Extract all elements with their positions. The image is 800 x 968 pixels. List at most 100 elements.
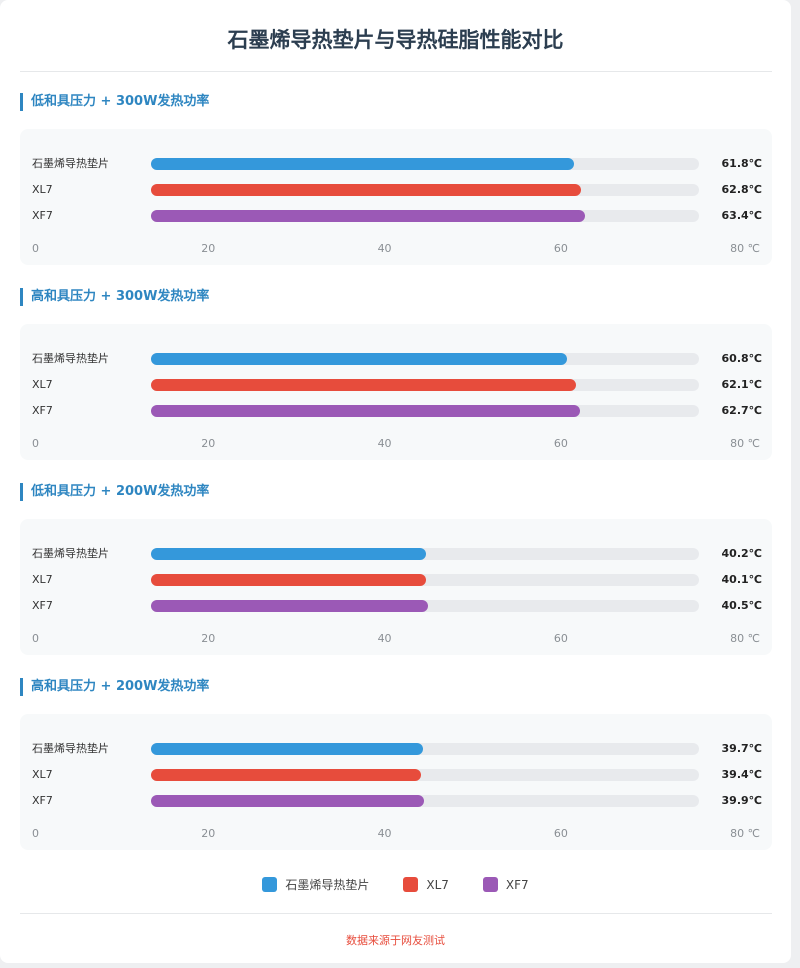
page-title: 石墨烯导热垫片与导热硅脂性能对比: [227, 28, 564, 52]
value-label: 62.1℃: [721, 378, 762, 391]
x-axis: 0 20 40 60 80 ℃: [32, 632, 760, 645]
bar-label: XF7: [32, 404, 53, 417]
tick-label: 60: [553, 827, 568, 840]
tick-label: 20: [201, 632, 216, 645]
divider: [20, 913, 772, 914]
section-title: 低和具压力 + 300W发热功率: [20, 93, 209, 111]
legend-swatch: [403, 877, 419, 892]
tick-label: 60: [553, 242, 568, 255]
tick-label: 20: [201, 437, 216, 450]
bar-track: [151, 548, 699, 560]
legend-swatch: [482, 877, 498, 892]
bar-row: 石墨烯导热垫片 60.8℃: [32, 352, 762, 366]
bar-row: XL7 62.8℃: [32, 183, 762, 197]
chart-panel: 石墨烯导热垫片 39.7℃ XL7 39.4℃ XF7 39.9℃ 0 20 40 6…: [20, 714, 772, 850]
legend-item: XL7: [403, 876, 449, 893]
legend-label: 石墨烯导热垫片: [285, 878, 370, 892]
tick-label: 20: [201, 242, 216, 255]
tick-label: 20: [201, 827, 216, 840]
bar-track: [151, 769, 699, 781]
bar-label: XL7: [32, 573, 53, 586]
footer-note: 数据来源于网友测试: [346, 934, 445, 947]
bar-row: XL7 40.1℃: [32, 573, 762, 587]
bar: [151, 158, 575, 170]
bar-label: XL7: [32, 183, 53, 196]
bar-row: XF7 62.7℃: [32, 404, 762, 418]
bar-track: [151, 574, 699, 586]
bar-label: XF7: [32, 794, 53, 807]
value-label: 39.4℃: [721, 768, 762, 781]
section-title: 低和具压力 + 200W发热功率: [20, 483, 209, 501]
bar-track: [151, 158, 699, 170]
bar-row: XF7 63.4℃: [32, 209, 762, 223]
bar: [151, 574, 426, 586]
bar-row: XL7 62.1℃: [32, 378, 762, 392]
bar-track: [151, 743, 699, 755]
value-label: 60.8℃: [721, 352, 762, 365]
bar-label: 石墨烯导热垫片: [32, 352, 109, 365]
chart-panel: 石墨烯导热垫片 40.2℃ XL7 40.1℃ XF7 40.5℃ 0 20 40 6…: [20, 519, 772, 655]
value-label: 62.7℃: [721, 404, 762, 417]
bar: [151, 184, 582, 196]
section-title: 高和具压力 + 200W发热功率: [20, 678, 209, 696]
bar-row: XF7 40.5℃: [32, 599, 762, 613]
bar: [151, 743, 423, 755]
tick-label: 0: [32, 632, 39, 645]
tick-label: 60: [553, 437, 568, 450]
bar: [151, 379, 577, 391]
bar-track: [151, 353, 699, 365]
bar-track: [151, 379, 699, 391]
value-label: 61.8℃: [721, 157, 762, 170]
bar: [151, 353, 568, 365]
bar-row: 石墨烯导热垫片 61.8℃: [32, 157, 762, 171]
bar-row: XF7 39.9℃: [32, 794, 762, 808]
bar-row: 石墨烯导热垫片 39.7℃: [32, 742, 762, 756]
bar: [151, 795, 425, 807]
tick-label: 40: [377, 827, 392, 840]
value-label: 40.1℃: [721, 573, 762, 586]
legend: 石墨烯导热垫片 XL7 XF7: [0, 876, 791, 893]
bar: [151, 210, 586, 222]
tick-label: 0: [32, 827, 39, 840]
bar-label: XL7: [32, 768, 53, 781]
bar-track: [151, 600, 699, 612]
x-axis: 0 20 40 60 80 ℃: [32, 827, 760, 840]
legend-label: XL7: [426, 877, 449, 892]
tick-label: 0: [32, 437, 39, 450]
tick-label: 80 ℃: [730, 632, 760, 645]
legend-item: 石墨烯导热垫片: [262, 876, 369, 893]
bar-track: [151, 184, 699, 196]
bar: [151, 405, 581, 417]
tick-label: 0: [32, 242, 39, 255]
x-axis: 0 20 40 60 80 ℃: [32, 242, 760, 255]
value-label: 39.9℃: [721, 794, 762, 807]
bar: [151, 548, 427, 560]
bar-label: 石墨烯导热垫片: [32, 547, 109, 560]
legend-swatch: [262, 877, 278, 892]
tick-label: 80 ℃: [730, 437, 760, 450]
bar-track: [151, 405, 699, 417]
bar-label: XF7: [32, 209, 53, 222]
bar-label: 石墨烯导热垫片: [32, 157, 109, 170]
legend-item: XF7: [482, 876, 529, 893]
bar-row: XL7 39.4℃: [32, 768, 762, 782]
bar-label: XL7: [32, 378, 53, 391]
bar: [151, 769, 421, 781]
bar: [151, 600, 429, 612]
legend-label: XF7: [505, 877, 529, 892]
x-axis: 0 20 40 60 80 ℃: [32, 437, 760, 450]
tick-label: 60: [553, 632, 568, 645]
value-label: 40.5℃: [721, 599, 762, 612]
bar-row: 石墨烯导热垫片 40.2℃: [32, 547, 762, 561]
tick-label: 80 ℃: [730, 242, 760, 255]
value-label: 39.7℃: [721, 742, 762, 755]
chart-panel: 石墨烯导热垫片 60.8℃ XL7 62.1℃ XF7 62.7℃ 0 20 40 6…: [20, 324, 772, 460]
bar-label: XF7: [32, 599, 53, 612]
tick-label: 80 ℃: [730, 827, 760, 840]
value-label: 40.2℃: [721, 547, 762, 560]
section-title: 高和具压力 + 300W发热功率: [20, 288, 209, 306]
tick-label: 40: [377, 437, 392, 450]
bar-label: 石墨烯导热垫片: [32, 742, 109, 755]
bar-track: [151, 210, 699, 222]
